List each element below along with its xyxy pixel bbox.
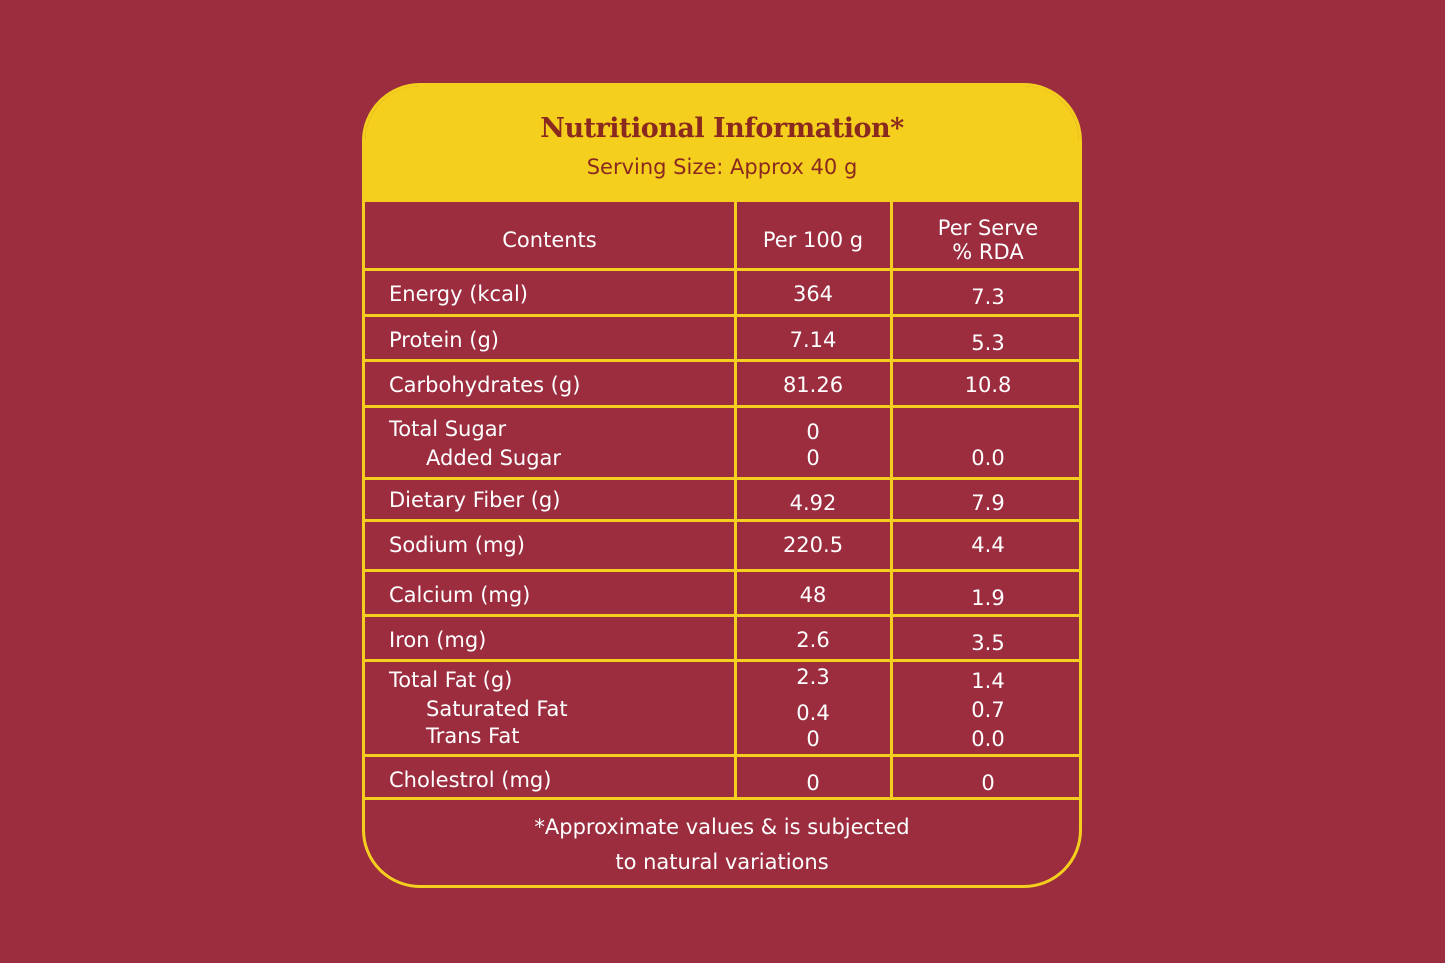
footnote-line-1: *Approximate values & is subjected xyxy=(534,815,910,839)
panel-title: Nutritional Information* xyxy=(540,113,904,144)
col-header-per100: Per 100 g xyxy=(762,228,864,252)
row-sat-fat-label: Saturated Fat xyxy=(426,697,568,721)
row-divider xyxy=(365,569,1079,572)
row-iron-rda: 3.5 xyxy=(971,631,1005,655)
row-sodium-label: Sodium (mg) xyxy=(389,533,525,557)
row-fiber-label: Dietary Fiber (g) xyxy=(389,488,561,512)
row-cholesterol-per100: 0 xyxy=(806,771,820,795)
col-header-rda: % RDA xyxy=(952,240,1024,264)
row-sat-fat-per100: 0.4 xyxy=(796,701,830,725)
row-trans-fat-per100: 0 xyxy=(806,727,820,751)
row-fat-rda: 1.4 xyxy=(971,669,1005,693)
row-fiber-per100: 4.92 xyxy=(789,491,837,515)
row-iron-label: Iron (mg) xyxy=(389,628,487,652)
footnote-line-2: to natural variations xyxy=(615,850,829,874)
row-carbs-per100: 81.26 xyxy=(782,373,844,397)
row-sugar-label: Total Sugar xyxy=(389,417,507,441)
nutrition-panel: Nutritional Information* Serving Size: A… xyxy=(362,83,1082,888)
row-sodium-rda: 4.4 xyxy=(971,533,1005,557)
row-divider xyxy=(365,754,1079,757)
row-energy-label: Energy (kcal) xyxy=(389,282,528,306)
row-added-sugar-rda: 0.0 xyxy=(971,446,1005,470)
row-divider xyxy=(365,268,1079,271)
row-divider xyxy=(365,614,1079,617)
row-protein-rda: 5.3 xyxy=(971,331,1005,355)
row-calcium-per100: 48 xyxy=(799,583,827,607)
col-header-contents: Contents xyxy=(502,228,597,252)
panel-header: Nutritional Information* Serving Size: A… xyxy=(365,86,1079,202)
row-divider xyxy=(365,405,1079,408)
row-calcium-rda: 1.9 xyxy=(971,586,1005,610)
row-carbs-label: Carbohydrates (g) xyxy=(389,373,581,397)
row-trans-fat-rda: 0.0 xyxy=(971,727,1005,751)
serving-size: Serving Size: Approx 40 g xyxy=(586,155,858,179)
row-trans-fat-label: Trans Fat xyxy=(426,724,520,748)
row-fat-label: Total Fat (g) xyxy=(389,668,513,692)
row-cholesterol-rda: 0 xyxy=(981,771,995,795)
row-added-sugar-label: Added Sugar xyxy=(426,446,562,470)
row-protein-per100: 7.14 xyxy=(789,328,837,352)
row-fat-per100: 2.3 xyxy=(796,665,830,689)
row-divider xyxy=(365,659,1079,662)
row-energy-per100: 364 xyxy=(792,282,834,306)
col-header-perserve: Per Serve xyxy=(937,216,1039,240)
row-iron-per100: 2.6 xyxy=(796,628,830,652)
column-divider-1 xyxy=(734,200,737,798)
row-divider xyxy=(365,359,1079,362)
row-added-sugar-per100: 0 xyxy=(806,446,820,470)
row-divider xyxy=(365,519,1079,522)
row-divider xyxy=(365,314,1079,317)
row-fiber-rda: 7.9 xyxy=(971,491,1005,515)
row-cholesterol-label: Cholestrol (mg) xyxy=(389,768,552,792)
row-divider xyxy=(365,477,1079,480)
column-divider-2 xyxy=(890,200,893,798)
row-divider xyxy=(365,797,1079,800)
row-sat-fat-rda: 0.7 xyxy=(971,698,1005,722)
row-protein-label: Protein (g) xyxy=(389,328,500,352)
footnote: *Approximate values & is subjected to na… xyxy=(365,810,1079,880)
row-sodium-per100: 220.5 xyxy=(782,533,844,557)
row-energy-rda: 7.3 xyxy=(971,285,1005,309)
row-calcium-label: Calcium (mg) xyxy=(389,583,531,607)
row-sugar-per100: 0 xyxy=(806,420,820,444)
row-carbs-rda: 10.8 xyxy=(964,373,1012,397)
